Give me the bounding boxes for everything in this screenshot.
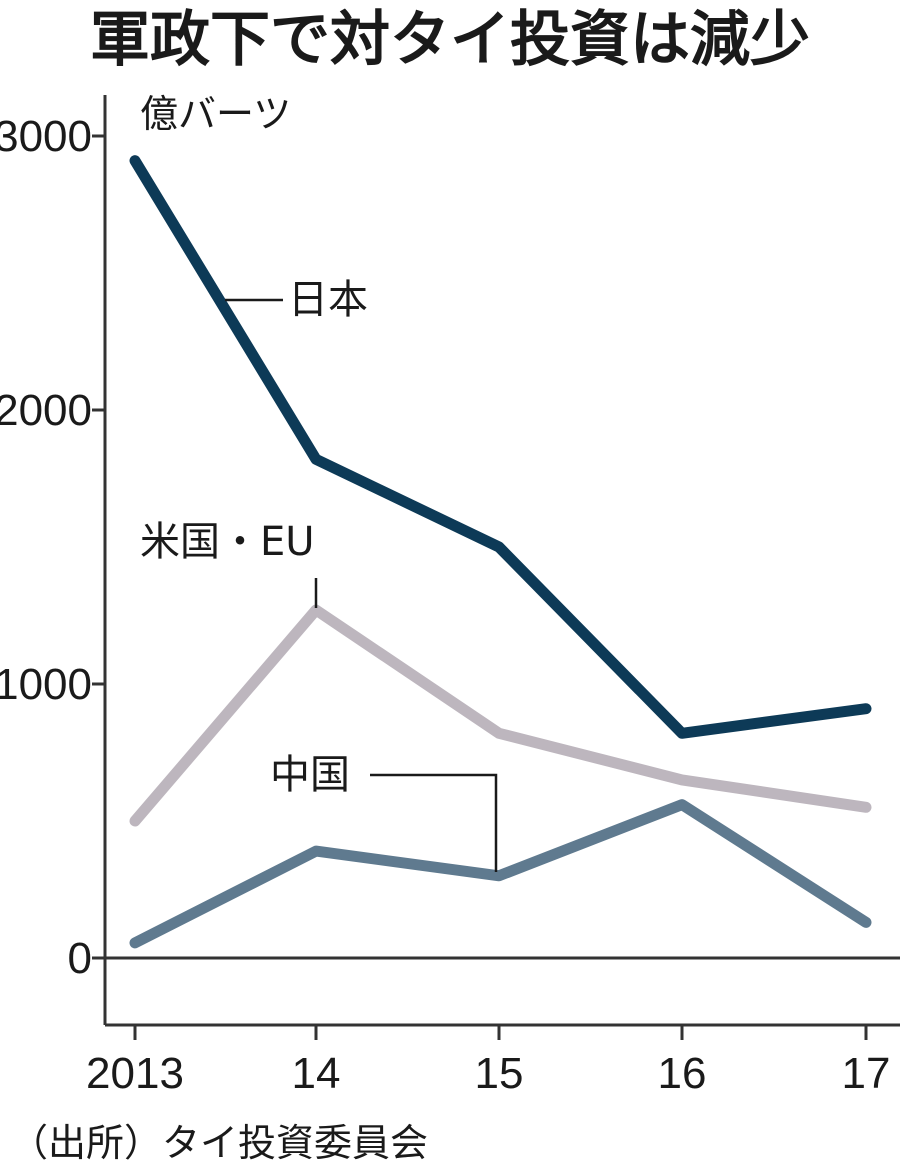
x-ticks: 2013 14 15 16 17 (86, 1025, 890, 1098)
y-tick-label: 2000 (0, 386, 92, 435)
y-tick-label: 0 (68, 934, 92, 983)
series-line-2 (129, 799, 872, 949)
series-label-1: 米国・EU (140, 519, 315, 565)
y-tick-label: 1000 (0, 660, 92, 709)
series-line-1 (129, 604, 872, 827)
series-label-0: 日本 (288, 277, 368, 323)
source-note: （出所）タイ投資委員会 (10, 1121, 429, 1165)
x-tick-label: 17 (842, 1049, 891, 1098)
x-tick-label: 16 (658, 1049, 707, 1098)
y-tick-label: 3000 (0, 112, 92, 161)
series-label-2: 中国 (270, 752, 350, 798)
x-tick-label: 15 (475, 1049, 524, 1098)
series-line-0 (129, 155, 872, 739)
x-tick-label: 2013 (86, 1049, 184, 1098)
series-lines (129, 155, 872, 949)
y-ticks: 0 1000 2000 3000 (0, 112, 105, 983)
chart-title: 軍政下で対タイ投資は減少 (90, 5, 810, 75)
x-tick-label: 14 (292, 1049, 341, 1098)
series-label-leader (370, 773, 498, 872)
unit-label: 億バーツ (140, 92, 291, 136)
